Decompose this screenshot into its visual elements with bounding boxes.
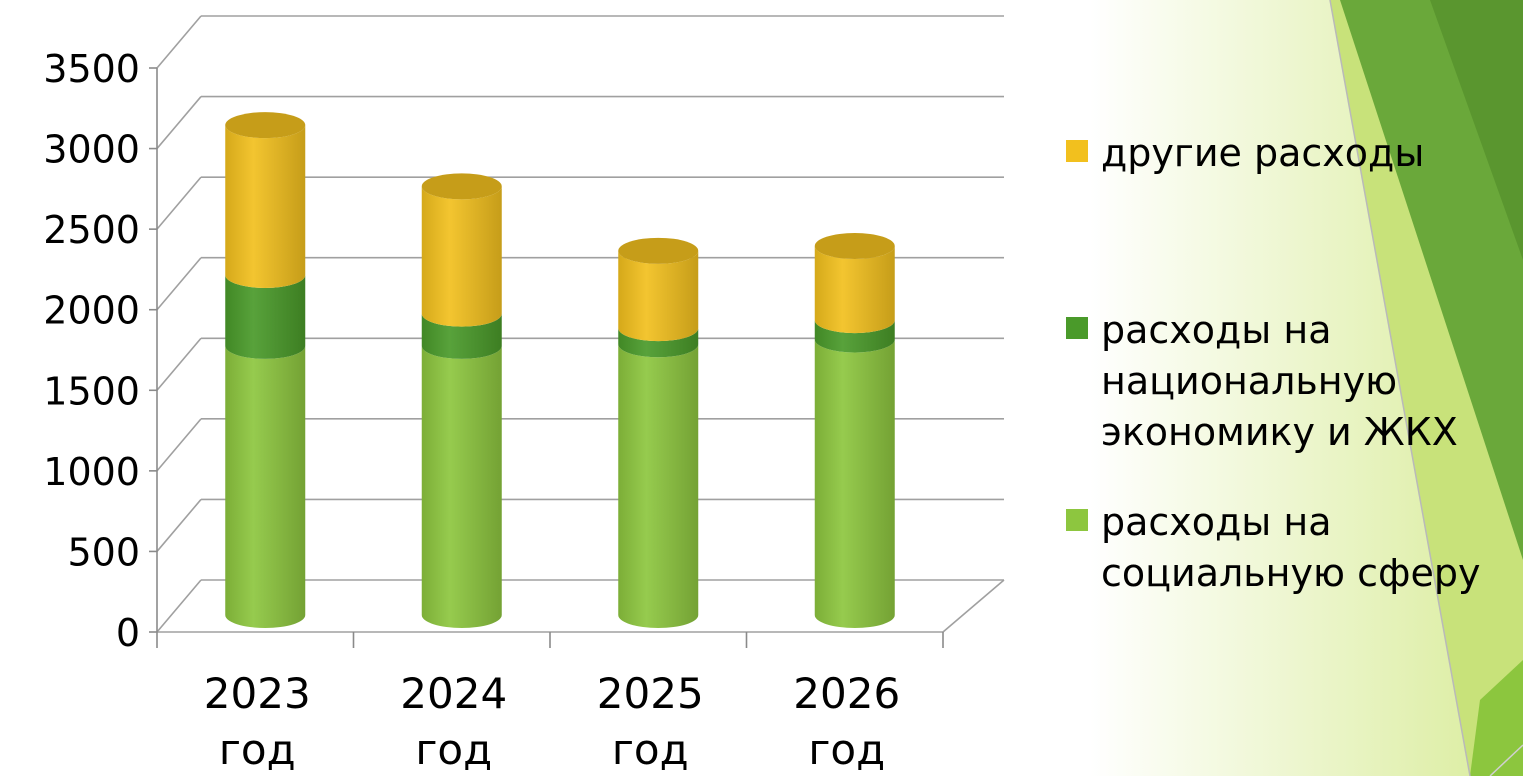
legend-item: расходы на социальную сферу: [1066, 500, 1480, 595]
gridline-diagonal: [156, 176, 202, 230]
bar-cap: [421, 173, 502, 200]
y-tick-label: 1000: [43, 450, 140, 494]
bar-stack: [421, 173, 502, 628]
bar-segment: [421, 313, 502, 359]
slide-decoration: [1090, 0, 1523, 776]
y-tick-label: 3000: [43, 128, 140, 172]
gridline-diagonal: [156, 96, 202, 150]
x-category-label-line: год: [808, 725, 885, 774]
bar-cap: [225, 112, 306, 139]
bar-segment: [618, 328, 699, 358]
chart-legend: другие расходы расходы на национальную экон…: [1066, 131, 1480, 595]
legend-swatch: [1066, 140, 1088, 162]
gridline-diagonal: [156, 337, 202, 391]
y-tick-label: 1500: [43, 369, 140, 413]
bar-cap: [618, 237, 699, 264]
legend-item: другие расходы: [1066, 131, 1424, 175]
bar-segment: [814, 320, 895, 353]
y-tick-label: 2500: [43, 208, 140, 252]
legend-label-line: экономику и ЖКХ: [1101, 410, 1458, 454]
x-category-label-line: год: [219, 725, 296, 774]
gridline-diagonal: [156, 418, 202, 472]
x-category-label: 2026 год: [793, 669, 900, 774]
x-category-label-line: 2023: [204, 669, 311, 718]
legend-label-line: национальную: [1101, 359, 1397, 403]
legend-label: другие расходы: [1101, 131, 1424, 175]
x-category-label-line: 2026: [793, 669, 900, 718]
bar-stack: [618, 237, 699, 628]
y-tick-label: 3500: [43, 47, 140, 91]
legend-label: расходы на национальную экономику и ЖКХ: [1101, 308, 1458, 454]
legend-label-line: расходы на: [1101, 308, 1332, 352]
bar-segment: [421, 345, 502, 628]
legend-label-line: социальную сферу: [1101, 551, 1480, 595]
bar-segment: [618, 250, 699, 342]
bar-segment: [618, 344, 699, 628]
bar-segment: [814, 339, 895, 628]
gridline-diagonal: [156, 498, 202, 552]
y-tick-label: 2000: [43, 289, 140, 333]
bar-cap: [814, 232, 895, 259]
legend-label-line: расходы на: [1101, 500, 1332, 544]
floor-right-edge: [942, 579, 1005, 633]
bar-segment: [225, 345, 306, 628]
y-axis: 0 500 1000 1500 2000 2500 3000 3500: [43, 47, 158, 655]
legend-item: расходы на национальную экономику и ЖКХ: [1066, 308, 1458, 454]
legend-swatch: [1066, 317, 1088, 339]
y-tick-label: 0: [116, 611, 140, 655]
bar-stack: [814, 232, 895, 628]
bar-segment: [814, 245, 895, 334]
x-category-label: 2025 год: [597, 669, 704, 774]
y-tick-label: 500: [67, 530, 140, 574]
bar-segment: [225, 125, 306, 288]
x-category-label-line: 2024: [400, 669, 507, 718]
legend-label: расходы на социальную сферу: [1101, 500, 1480, 595]
gridline-diagonal: [156, 579, 202, 633]
legend-swatch: [1066, 509, 1088, 531]
x-axis: 2023 год 2024 год 2025 год 2026 год: [156, 632, 944, 774]
gridline-diagonal: [156, 15, 202, 69]
x-category-label-line: год: [612, 725, 689, 774]
x-category-label: 2024 год: [400, 669, 507, 774]
bar-segment: [225, 274, 306, 359]
chart-bars: [225, 112, 895, 628]
legend-label-line: другие расходы: [1101, 131, 1424, 175]
x-category-label: 2023 год: [204, 669, 311, 774]
gridline-diagonal: [156, 257, 202, 311]
bar-segment: [421, 186, 502, 327]
bar-stack: [225, 112, 306, 628]
x-category-label-line: год: [415, 725, 492, 774]
x-category-label-line: 2025: [597, 669, 704, 718]
